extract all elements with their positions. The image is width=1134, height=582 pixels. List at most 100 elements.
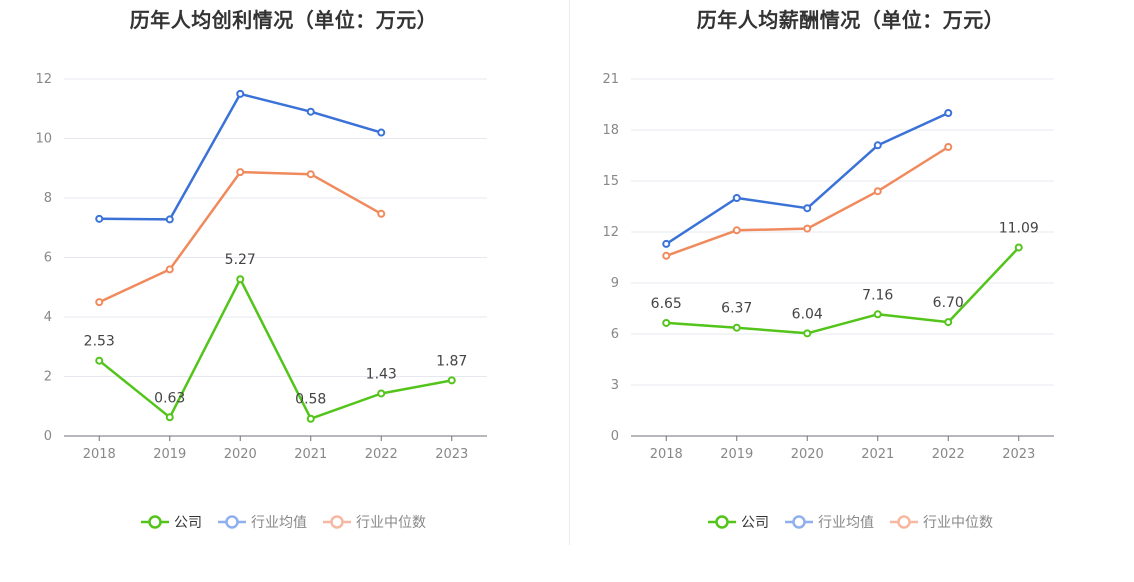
- data-point-industry-avg: [306, 107, 315, 116]
- chart-title: 历年人均薪酬情况（单位：万元）: [696, 8, 1005, 32]
- y-tick-label: 4: [44, 310, 52, 325]
- x-tick-label: 2022: [932, 447, 965, 462]
- data-label: 2.53: [84, 334, 115, 350]
- data-point-industry-avg: [944, 109, 953, 117]
- series-line-industry-avg: [665, 111, 949, 245]
- data-point-industry-avg: [662, 239, 671, 248]
- data-label: 11.09: [999, 220, 1039, 236]
- x-tick-label: 2021: [861, 447, 894, 462]
- x-tick-label: 2019: [720, 447, 753, 462]
- chart-title: 历年人均创利情况（单位：万元）: [129, 8, 438, 32]
- data-point-industry-median: [306, 170, 315, 179]
- data-label: 0.63: [154, 390, 185, 406]
- legend-item-industry-median[interactable]: 行业中位数: [890, 512, 993, 532]
- series-line-company: [98, 277, 453, 420]
- chart-panel-profit: 历年人均创利情况（单位：万元） 0 2 4 6 8 10 12 2018 2019 2020 202…: [0, 8, 567, 532]
- legend-label-industry-median: 行业中位数: [356, 515, 426, 531]
- x-tick-label: 2021: [294, 447, 327, 462]
- chart-legend: 公司 行业均值 行业中位数: [567, 512, 1134, 532]
- x-tick-label: 2020: [224, 447, 257, 462]
- legend-item-industry-median[interactable]: 行业中位数: [323, 512, 426, 532]
- x-tick-label: 2019: [153, 447, 186, 462]
- data-point-industry-avg: [377, 128, 386, 137]
- legend-label-industry-avg: 行业均值: [251, 515, 307, 531]
- chart-legend: 公司 行业均值 行业中位数: [0, 512, 567, 532]
- data-point-company: [95, 356, 104, 365]
- series-line-industry-avg: [99, 92, 382, 221]
- x-tick-label: 2022: [365, 447, 398, 462]
- data-point-industry-avg: [732, 194, 741, 202]
- data-point-company: [1014, 243, 1023, 252]
- y-tick-label: 18: [602, 123, 619, 138]
- data-point-company: [236, 275, 245, 284]
- data-point-company: [732, 323, 741, 332]
- x-tick-label: 2018: [83, 447, 116, 462]
- panel-divider: [569, 0, 570, 545]
- y-tick-label: 21: [602, 72, 619, 87]
- legend-company-icon: [141, 515, 169, 529]
- y-tick-label: 0: [611, 429, 619, 444]
- y-tick-label: 6: [44, 251, 52, 266]
- data-label: 0.58: [295, 392, 326, 408]
- data-label: 6.70: [933, 295, 964, 311]
- data-point-company: [803, 329, 812, 338]
- data-point-industry-avg: [95, 214, 104, 223]
- profit-line-chart: 0 2 4 6 8 10 12 2018 2019 2020 2021 2022 2023 2.53 0.6…: [35, 72, 487, 462]
- data-label: 6.37: [721, 301, 752, 317]
- data-point-industry-median: [732, 226, 741, 235]
- y-tick-label: 2: [44, 370, 52, 385]
- x-tick-label: 2023: [1002, 447, 1035, 462]
- legend-label-company: 公司: [174, 515, 202, 531]
- y-tick-label: 12: [35, 72, 52, 87]
- legend-company-icon: [708, 515, 736, 529]
- data-point-company: [306, 414, 315, 423]
- y-tick-label: 15: [602, 174, 619, 189]
- x-tick-label: 2020: [791, 447, 824, 462]
- data-label: 1.87: [436, 353, 467, 369]
- data-point-industry-median: [165, 265, 174, 274]
- legend-industry-median-icon: [890, 515, 918, 529]
- legend-item-industry-avg[interactable]: 行业均值: [785, 512, 874, 532]
- legend-industry-avg-icon: [785, 515, 813, 529]
- data-point-company: [662, 318, 671, 327]
- data-point-company: [165, 413, 174, 422]
- data-point-industry-median: [803, 224, 812, 233]
- data-point-industry-median: [662, 251, 671, 260]
- y-tick-label: 0: [44, 429, 52, 444]
- legend-industry-median-icon: [323, 515, 351, 529]
- x-tick-label: 2023: [435, 447, 468, 462]
- legend-item-industry-avg[interactable]: 行业均值: [218, 512, 307, 532]
- legend-item-company[interactable]: 公司: [708, 512, 769, 532]
- legend-label-industry-avg: 行业均值: [818, 515, 874, 531]
- data-point-company: [944, 318, 953, 327]
- y-tick-label: 3: [611, 378, 619, 393]
- data-point-industry-median: [95, 298, 104, 307]
- data-point-company: [447, 376, 456, 385]
- legend-industry-avg-icon: [218, 515, 246, 529]
- data-label: 7.16: [862, 287, 893, 303]
- y-tick-label: 8: [44, 191, 52, 206]
- data-label: 6.65: [651, 296, 682, 312]
- data-point-company: [377, 389, 386, 398]
- data-label: 6.04: [792, 306, 823, 322]
- series-line-industry-median: [665, 145, 949, 257]
- legend-label-industry-median: 行业中位数: [923, 515, 993, 531]
- chart-panel-salary: 历年人均薪酬情况（单位：万元） 0 3 6 9 12 15 18 21 2018 2019 2020…: [567, 0, 1134, 582]
- data-point-industry-avg: [803, 204, 812, 213]
- data-point-industry-avg: [873, 141, 882, 150]
- y-tick-label: 9: [611, 276, 619, 291]
- data-point-industry-median: [944, 143, 953, 151]
- data-point-industry-avg: [236, 89, 245, 98]
- data-point-industry-avg: [165, 215, 174, 224]
- series-line-company: [666, 246, 1020, 335]
- y-tick-label: 10: [35, 132, 52, 147]
- y-tick-label: 6: [611, 327, 619, 342]
- legend-item-company[interactable]: 公司: [141, 512, 202, 532]
- legend-label-company: 公司: [741, 515, 769, 531]
- y-tick-label: 12: [602, 225, 619, 240]
- data-point-industry-median: [873, 187, 882, 196]
- data-label: 1.43: [366, 366, 397, 382]
- salary-line-chart: 0 3 6 9 12 15 18 21 2018 2019 2020 2021 2022 2023 6.65…: [602, 72, 1054, 462]
- data-label: 5.27: [225, 252, 256, 268]
- data-point-company: [873, 310, 882, 319]
